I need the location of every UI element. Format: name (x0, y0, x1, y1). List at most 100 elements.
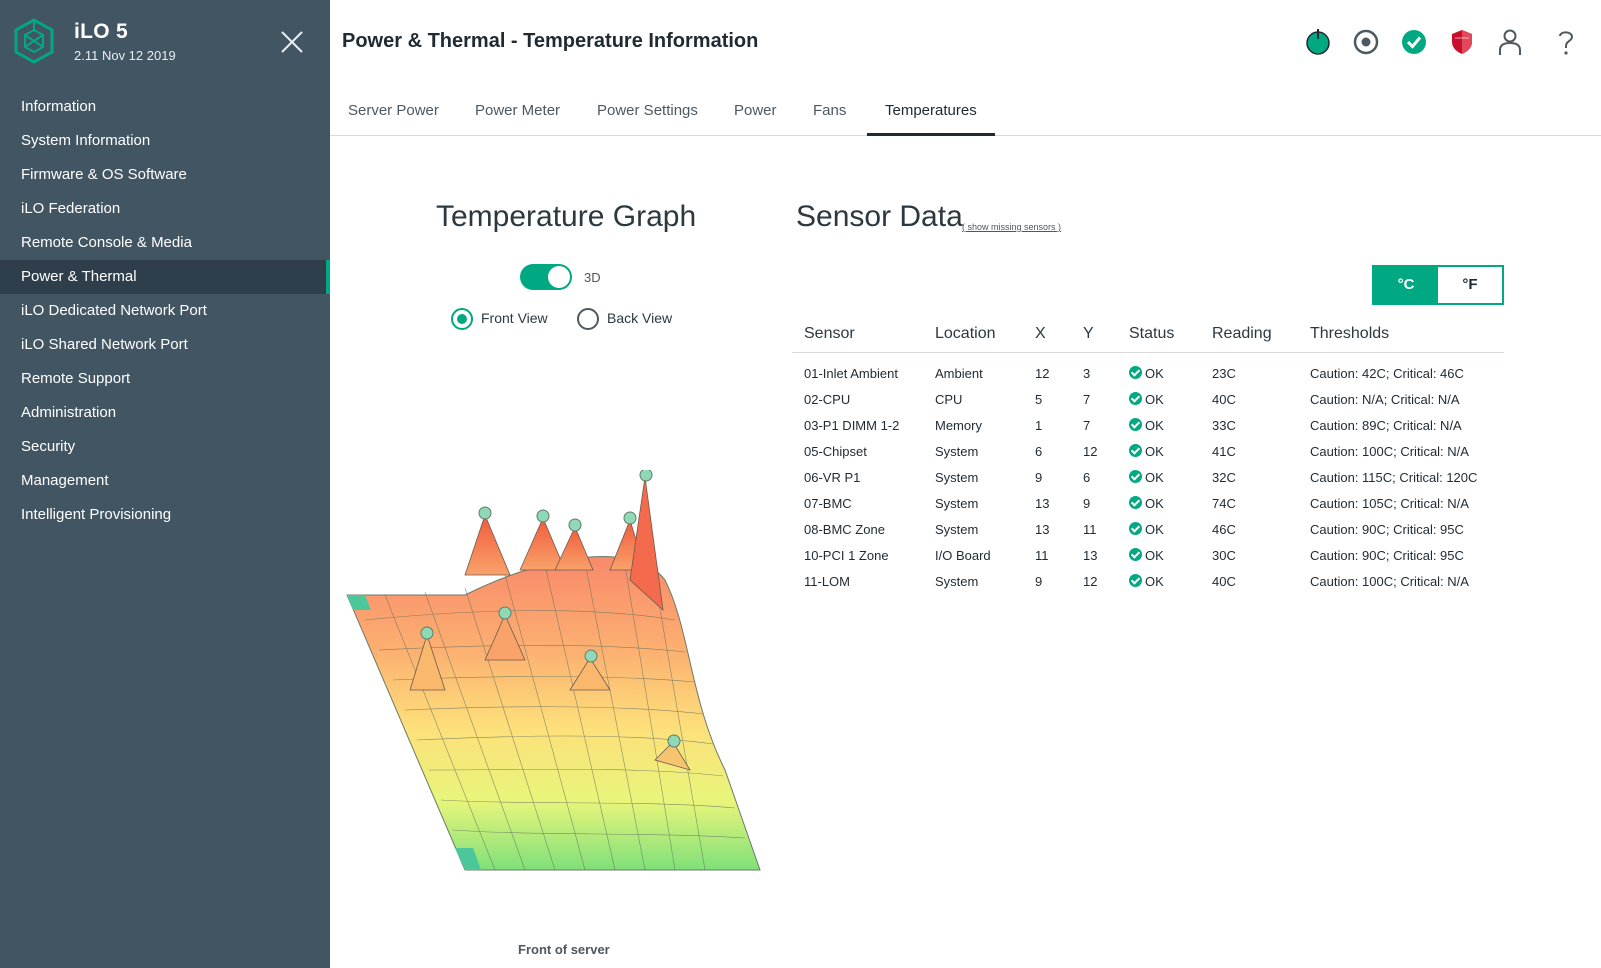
power-status-icon[interactable] (1303, 26, 1333, 58)
cell-y: 3 (1083, 365, 1091, 381)
tab-power-settings[interactable]: Power Settings (597, 102, 698, 119)
sidebar-item-power-thermal[interactable]: Power & Thermal (0, 260, 330, 294)
status-text: OK (1145, 547, 1164, 563)
sidebar-item-intelligent-provisioning[interactable]: Intelligent Provisioning (21, 506, 172, 523)
cell-reading: 23C (1212, 365, 1236, 381)
status-text: OK (1145, 391, 1164, 407)
cell-x: 9 (1035, 469, 1043, 485)
sidebar-item-firmware[interactable]: Firmware & OS Software (21, 166, 187, 183)
col-location[interactable]: Location (923, 316, 1023, 353)
cell-y: 6 (1083, 469, 1091, 485)
cell-y: 12 (1083, 573, 1098, 589)
fahrenheit-button[interactable]: °F (1438, 267, 1502, 303)
table-row[interactable]: 10-PCI 1 Zone I/O Board 11 13 OK 30C Caution: … (792, 542, 1504, 568)
table-row[interactable]: 01-Inlet Ambient Ambient 12 3 OK 23C Caution: … (792, 360, 1504, 386)
sidebar-item-security[interactable]: Security (21, 438, 76, 455)
sidebar-item-management[interactable]: Management (21, 472, 109, 489)
cell-location: Memory (935, 417, 982, 433)
cell-sensor: 07-BMC (804, 495, 852, 511)
tab-server-power[interactable]: Server Power (348, 102, 439, 119)
table-row[interactable]: 06-VR P1 System 9 6 OK 32C Caution: 115C; Crit… (792, 464, 1504, 490)
cell-thresholds: Caution: 105C; Critical: N/A (1310, 495, 1469, 511)
cell-sensor: 11-LOM (804, 573, 850, 589)
cell-reading: 74C (1212, 495, 1236, 511)
health-ok-icon[interactable] (1399, 26, 1429, 58)
cell-location: System (935, 521, 979, 537)
toggle-knob (548, 266, 570, 288)
sensor-data-title: Sensor Data (796, 200, 963, 233)
security-shield-icon[interactable] (1447, 26, 1477, 58)
sidebar-item-ilo-federation[interactable]: iLO Federation (21, 200, 121, 217)
tab-power-meter[interactable]: Power Meter (475, 102, 561, 119)
col-sensor[interactable]: Sensor (792, 316, 923, 353)
tab-power[interactable]: Power (734, 102, 777, 119)
3d-toggle[interactable] (520, 264, 572, 290)
temperature-3d-graph[interactable] (345, 470, 775, 890)
page-header: Power & Thermal - Temperature Informatio… (330, 0, 1601, 86)
cell-status: OK (1117, 490, 1200, 516)
sidebar-item-remote-console[interactable]: Remote Console & Media (21, 234, 192, 251)
sensor-rows: 01-Inlet Ambient Ambient 12 3 OK 23C Caution: … (792, 352, 1504, 594)
uid-indicator-icon[interactable] (1351, 26, 1381, 58)
close-icon[interactable] (278, 28, 306, 56)
cell-sensor: 10-PCI 1 Zone (804, 547, 889, 563)
table-row[interactable]: 08-BMC Zone System 13 11 OK 46C Caution: 90C; … (792, 516, 1504, 542)
cell-location: System (935, 573, 979, 589)
sensor-table: Sensor Location X Y Status Reading Thres… (792, 316, 1504, 594)
corner-marker (455, 848, 481, 870)
cell-y: 9 (1083, 495, 1091, 511)
sidebar-item-shared-network-port[interactable]: iLO Shared Network Port (21, 336, 188, 353)
back-view-label: Back View (607, 310, 673, 326)
cell-location: CPU (935, 391, 963, 407)
cell-reading: 30C (1212, 547, 1236, 563)
unit-selector: °C °F (1372, 265, 1504, 305)
cell-sensor: 02-CPU (804, 391, 851, 407)
sidebar-item-dedicated-network-port[interactable]: iLO Dedicated Network Port (21, 302, 207, 319)
front-view-radio[interactable] (451, 308, 473, 330)
help-icon[interactable] (1551, 26, 1581, 58)
status-ok-icon (1129, 417, 1142, 431)
sidebar-nav: Information System Information Firmware … (0, 90, 330, 532)
show-missing-sensors-link[interactable]: ( show missing sensors ) (962, 222, 1062, 232)
status-ok-icon (1129, 391, 1142, 405)
cell-x: 9 (1035, 573, 1043, 589)
sensor-markers (420, 470, 681, 748)
table-row[interactable]: 03-P1 DIMM 1-2 Memory 1 7 OK 33C Caution: 89C;… (792, 412, 1504, 438)
brand: iLO 5 2.11 Nov 12 2019 (14, 18, 314, 68)
cell-thresholds: Caution: 100C; Critical: N/A (1310, 573, 1469, 589)
celsius-button[interactable]: °C (1374, 267, 1438, 303)
sidebar-item-system-information[interactable]: System Information (21, 132, 151, 149)
cell-x: 13 (1035, 495, 1050, 511)
sidebar-item-information[interactable]: Information (21, 98, 97, 115)
user-icon[interactable] (1495, 26, 1525, 58)
cell-status: OK (1117, 516, 1200, 542)
cell-location: Ambient (935, 365, 983, 381)
table-row[interactable]: 11-LOM System 9 12 OK 40C Caution: 100C; Criti… (792, 568, 1504, 594)
tab-fans[interactable]: Fans (813, 102, 847, 119)
col-reading[interactable]: Reading (1200, 316, 1298, 353)
sidebar-item-administration[interactable]: Administration (21, 404, 117, 421)
table-row[interactable]: 07-BMC System 13 9 OK 74C Caution: 105C; Criti… (792, 490, 1504, 516)
col-thresholds[interactable]: Thresholds (1298, 316, 1504, 353)
cell-x: 11 (1035, 547, 1049, 563)
table-header-row: Sensor Location X Y Status Reading Thres… (792, 316, 1504, 353)
tab-temperatures[interactable]: Temperatures (867, 94, 995, 136)
cell-y: 7 (1083, 391, 1091, 407)
col-y[interactable]: Y (1071, 316, 1117, 353)
col-status[interactable]: Status (1117, 316, 1200, 353)
cell-thresholds: Caution: N/A; Critical: N/A (1310, 391, 1460, 407)
status-text: OK (1145, 365, 1164, 381)
temperature-peaks (409, 476, 691, 771)
sidebar: iLO 5 2.11 Nov 12 2019 Information Syste… (0, 0, 330, 968)
col-x[interactable]: X (1023, 316, 1071, 353)
status-ok-icon (1129, 521, 1142, 535)
back-view-radio[interactable] (577, 308, 599, 330)
table-row[interactable]: 05-Chipset System 6 12 OK 41C Caution: 100C; C… (792, 438, 1504, 464)
status-text: OK (1145, 521, 1164, 537)
status-ok-icon (1129, 573, 1142, 587)
cell-location: System (935, 495, 979, 511)
cell-sensor: 08-BMC Zone (804, 521, 885, 537)
table-row[interactable]: 02-CPU CPU 5 7 OK 40C Caution: N/A; Critical: … (792, 386, 1504, 412)
status-ok-icon (1129, 443, 1142, 457)
sidebar-item-remote-support[interactable]: Remote Support (21, 370, 131, 387)
